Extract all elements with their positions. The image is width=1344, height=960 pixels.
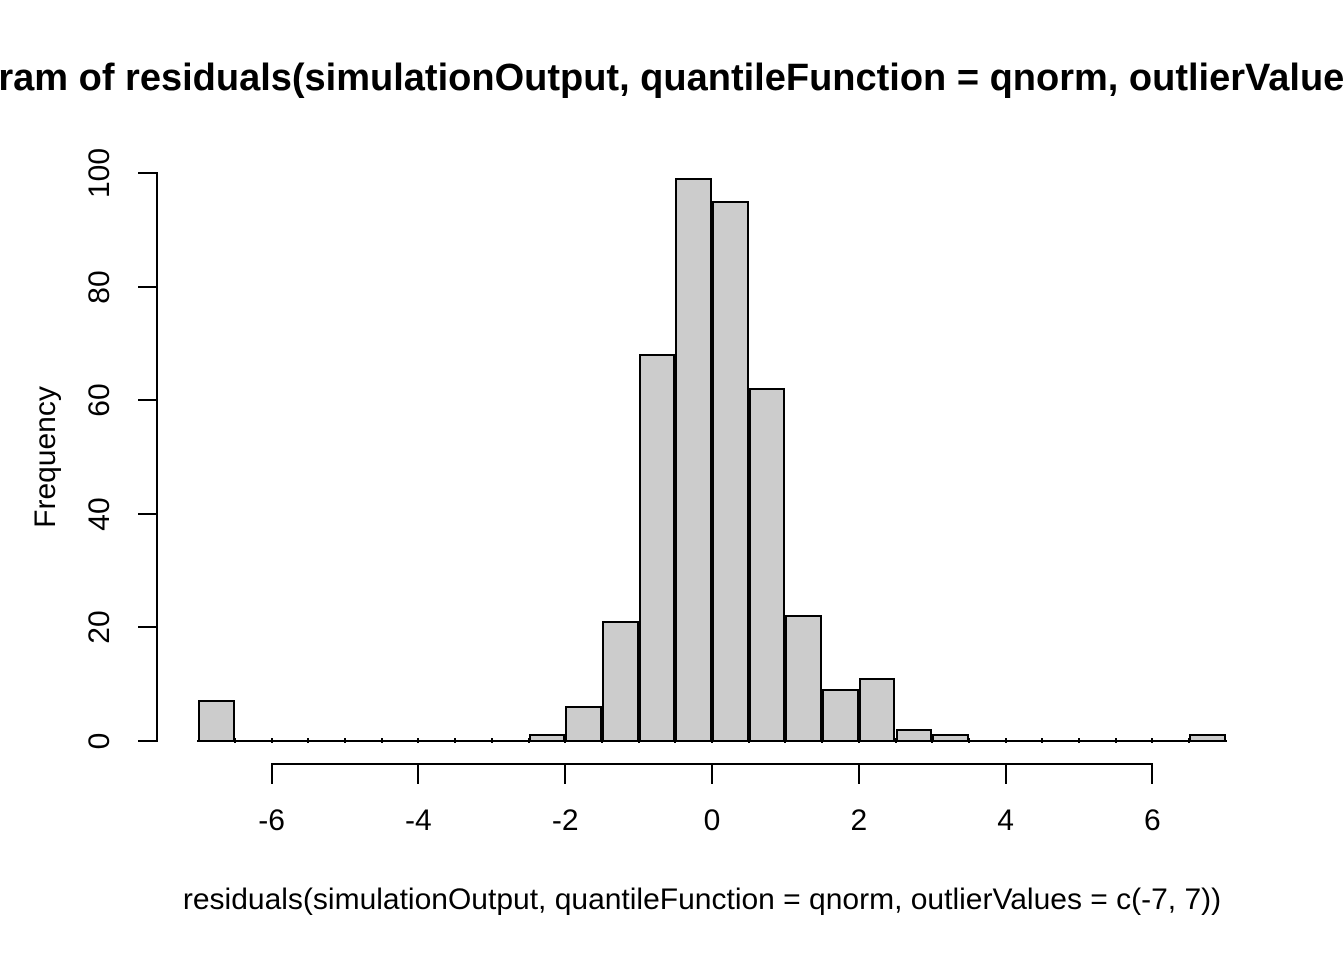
x-tick-label: 6	[1144, 804, 1161, 837]
bin-edge-mark	[1041, 738, 1044, 743]
bin-edge-mark	[527, 738, 530, 743]
histogram-bar	[565, 705, 602, 742]
y-tick-label: 20	[83, 610, 116, 645]
y-tick-label: 100	[83, 148, 116, 199]
y-axis-label: Frequency	[29, 386, 62, 528]
bin-edge-mark	[233, 738, 236, 743]
y-axis-line	[156, 172, 158, 742]
x-axis-tick	[564, 764, 567, 784]
bin-edge-mark	[454, 738, 457, 743]
bin-edge-mark	[270, 738, 273, 743]
bin-edge-mark	[1114, 738, 1117, 743]
y-axis-tick	[138, 399, 156, 402]
x-tick-label: -2	[551, 804, 579, 837]
histogram-bar	[858, 677, 896, 742]
bin-edge-mark	[307, 738, 310, 743]
histogram-bar	[822, 688, 859, 742]
histogram-bar	[712, 200, 749, 742]
x-tick-label: 4	[997, 804, 1014, 837]
bin-edge-mark	[674, 738, 677, 743]
y-axis-tick	[138, 512, 156, 515]
histogram-bar	[748, 388, 786, 742]
y-axis-tick	[138, 626, 156, 629]
histogram-bar	[198, 700, 235, 742]
bin-edge-mark	[417, 738, 420, 743]
y-tick-label: 0	[83, 732, 116, 750]
x-axis-tick	[270, 764, 273, 784]
x-axis-tick	[1151, 764, 1154, 784]
x-axis-label: residuals(simulationOutput, quantileFunc…	[182, 883, 1222, 916]
y-axis-tick	[138, 172, 156, 175]
x-axis-tick	[711, 764, 713, 784]
x-tick-label: 2	[850, 804, 868, 837]
y-tick-label: 40	[83, 497, 116, 531]
histogram-bar	[638, 353, 676, 742]
bin-edge-mark	[1078, 738, 1080, 743]
bin-edge-mark	[931, 738, 934, 743]
x-tick-label: 0	[703, 804, 721, 837]
bin-edge-mark	[821, 738, 824, 743]
bin-edge-mark	[564, 738, 567, 743]
histogram-bar	[785, 615, 823, 742]
bin-edge-mark	[1188, 738, 1191, 743]
bin-edge-mark	[711, 738, 713, 743]
bin-edge-mark	[784, 738, 787, 743]
bin-edge-mark	[380, 738, 383, 743]
histogram-bar	[601, 620, 639, 742]
y-axis-tick	[138, 740, 156, 742]
bin-edge-mark	[1004, 738, 1007, 743]
y-axis-tick	[138, 285, 156, 288]
bin-edge-mark	[857, 738, 860, 743]
histogram-bar	[895, 728, 933, 742]
y-tick-label: 80	[83, 270, 116, 304]
bin-edge-mark	[637, 738, 640, 743]
chart-title: Histogram of residuals(simulationOutput,…	[0, 57, 1344, 99]
bin-edge-mark	[894, 738, 897, 743]
x-axis-tick	[1004, 764, 1007, 784]
bin-edge-mark	[747, 738, 750, 743]
x-axis-tick	[417, 764, 420, 784]
bin-edge-mark	[344, 738, 346, 743]
bin-edge-mark	[967, 738, 970, 743]
bin-edge-mark	[1151, 738, 1154, 743]
bin-edge-mark	[600, 738, 603, 743]
y-tick-label: 60	[83, 383, 116, 418]
bin-edge-mark	[490, 738, 493, 743]
x-axis-tick	[857, 764, 860, 784]
x-tick-label: -6	[258, 804, 285, 837]
x-tick-label: -4	[405, 804, 432, 837]
histogram-bar	[675, 177, 712, 742]
